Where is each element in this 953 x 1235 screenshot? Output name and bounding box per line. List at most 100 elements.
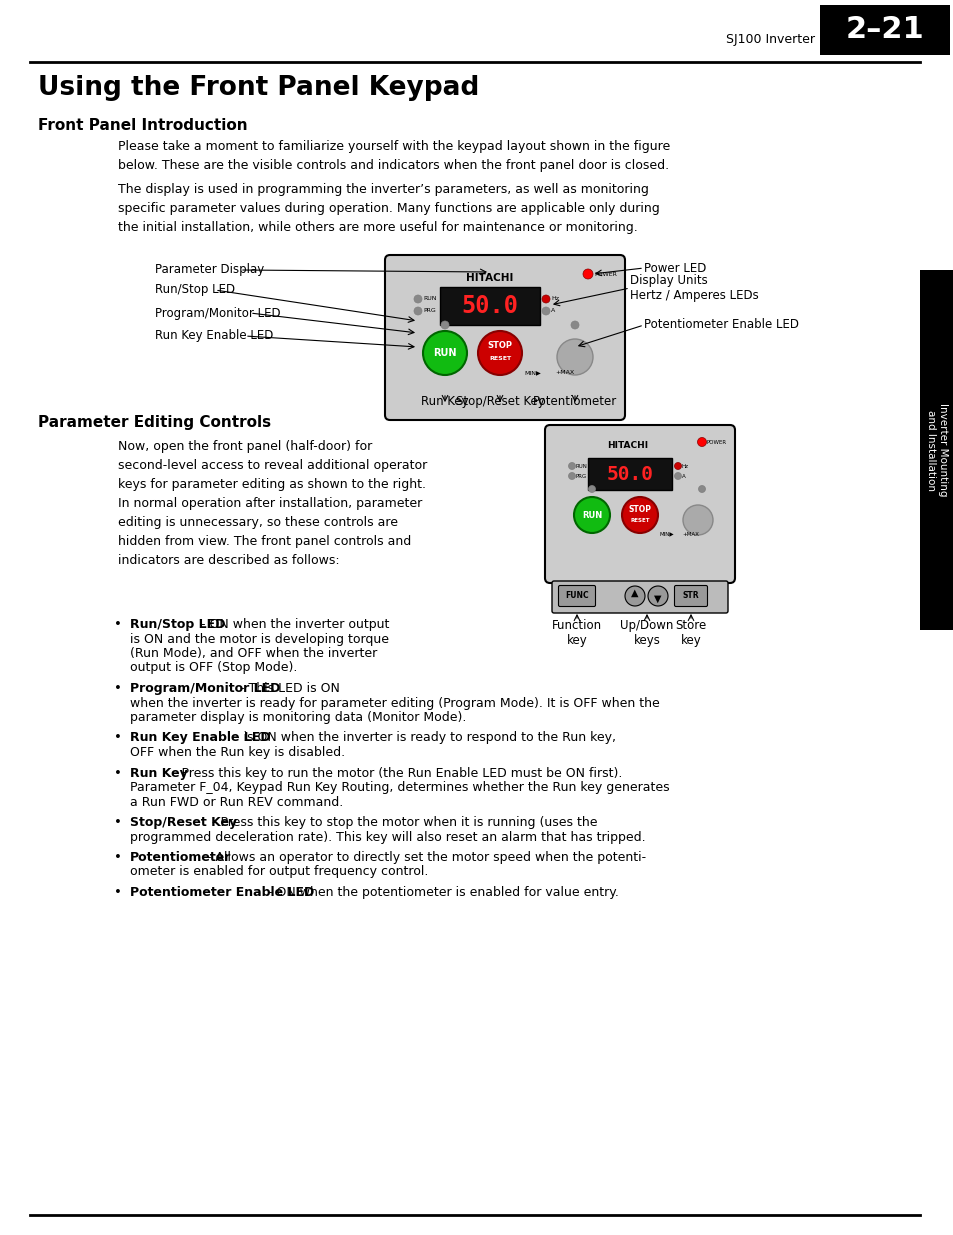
Text: 2–21: 2–21 — [844, 16, 923, 44]
Text: RUN: RUN — [581, 510, 601, 520]
Text: Stop/Reset Key: Stop/Reset Key — [456, 395, 544, 408]
Text: •: • — [114, 885, 122, 899]
Text: Potentiometer: Potentiometer — [130, 851, 232, 864]
Circle shape — [477, 331, 521, 375]
Bar — [919, 270, 953, 630]
Text: RESET: RESET — [630, 517, 649, 522]
Circle shape — [440, 321, 449, 329]
Text: Store
key: Store key — [675, 619, 706, 647]
Text: Run Key: Run Key — [130, 767, 188, 779]
Text: programmed deceleration rate). This key will also reset an alarm that has trippe: programmed deceleration rate). This key … — [130, 830, 645, 844]
Text: HITACHI: HITACHI — [607, 441, 648, 451]
Text: is ON and the motor is developing torque: is ON and the motor is developing torque — [130, 632, 389, 646]
Text: POWER: POWER — [594, 272, 617, 277]
Text: Now, open the front panel (half-door) for
second-level access to reveal addition: Now, open the front panel (half-door) fo… — [118, 440, 427, 567]
Text: Run/Stop LED: Run/Stop LED — [130, 618, 225, 631]
Text: STOP: STOP — [487, 342, 512, 351]
Text: Program/Monitor LED: Program/Monitor LED — [154, 306, 280, 320]
Circle shape — [568, 473, 575, 479]
Circle shape — [571, 321, 578, 329]
Text: Run Key Enable LED: Run Key Enable LED — [130, 731, 271, 745]
Text: a Run FWD or Run REV command.: a Run FWD or Run REV command. — [130, 795, 343, 809]
Bar — [439, 287, 539, 325]
Text: A: A — [551, 309, 555, 314]
Text: Power LED: Power LED — [643, 262, 705, 274]
Text: parameter display is monitoring data (Monitor Mode).: parameter display is monitoring data (Mo… — [130, 711, 466, 724]
FancyBboxPatch shape — [385, 254, 624, 420]
Circle shape — [647, 585, 667, 606]
Circle shape — [414, 308, 421, 315]
Text: Hz: Hz — [551, 296, 558, 301]
Text: •: • — [114, 851, 122, 864]
Text: 50.0: 50.0 — [461, 294, 518, 317]
Text: •: • — [114, 767, 122, 779]
Circle shape — [422, 331, 467, 375]
FancyBboxPatch shape — [544, 425, 734, 583]
Text: RUN: RUN — [422, 296, 436, 301]
Text: Stop/Reset Key: Stop/Reset Key — [130, 816, 237, 829]
Circle shape — [541, 308, 550, 315]
Text: Front Panel Introduction: Front Panel Introduction — [38, 119, 248, 133]
Text: - Allows an operator to directly set the motor speed when the potenti-: - Allows an operator to directly set the… — [203, 851, 645, 864]
Text: Run Key: Run Key — [420, 395, 468, 408]
Text: - ON when the potentiometer is enabled for value entry.: - ON when the potentiometer is enabled f… — [264, 885, 618, 899]
Circle shape — [557, 338, 593, 375]
FancyBboxPatch shape — [674, 585, 707, 606]
Text: Hz: Hz — [681, 463, 688, 468]
Text: PRG: PRG — [576, 473, 587, 478]
Text: when the inverter is ready for parameter editing (Program Mode). It is OFF when : when the inverter is ready for parameter… — [130, 697, 659, 709]
Text: ▼: ▼ — [654, 594, 661, 604]
Circle shape — [674, 473, 680, 479]
Text: - ON when the inverter output: - ON when the inverter output — [197, 618, 389, 631]
Text: Program/Monitor LED: Program/Monitor LED — [130, 682, 280, 695]
Circle shape — [621, 496, 658, 534]
Text: +MAX: +MAX — [555, 370, 574, 375]
Text: Please take a moment to familiarize yourself with the keypad layout shown in the: Please take a moment to familiarize your… — [118, 140, 670, 172]
Text: STR: STR — [682, 592, 699, 600]
Text: POWER: POWER — [706, 440, 726, 445]
Text: 50.0: 50.0 — [606, 464, 653, 483]
Text: - This LED is ON: - This LED is ON — [236, 682, 340, 695]
Text: HITACHI: HITACHI — [466, 273, 513, 283]
Text: Inverter Mounting
and Installation: Inverter Mounting and Installation — [925, 404, 947, 496]
Text: ometer is enabled for output frequency control.: ometer is enabled for output frequency c… — [130, 866, 428, 878]
FancyBboxPatch shape — [558, 585, 595, 606]
Text: RUN: RUN — [576, 463, 587, 468]
Circle shape — [697, 437, 706, 447]
Text: Using the Front Panel Keypad: Using the Front Panel Keypad — [38, 75, 478, 101]
Text: STOP: STOP — [628, 505, 651, 514]
Text: The display is used in programming the inverter’s parameters, as well as monitor: The display is used in programming the i… — [118, 183, 659, 233]
Text: Potentiometer Enable LED: Potentiometer Enable LED — [130, 885, 314, 899]
Text: - Press this key to run the motor (the Run Enable LED must be ON first).: - Press this key to run the motor (the R… — [169, 767, 622, 779]
Text: PRG: PRG — [422, 309, 436, 314]
Text: RESET: RESET — [489, 356, 511, 361]
Text: - Press this key to stop the motor when it is running (uses the: - Press this key to stop the motor when … — [208, 816, 598, 829]
Bar — [587, 458, 671, 490]
Text: •: • — [114, 682, 122, 695]
Text: MIN▶: MIN▶ — [659, 531, 674, 536]
Text: Parameter Editing Controls: Parameter Editing Controls — [38, 415, 271, 430]
Bar — [820, 5, 949, 56]
Circle shape — [624, 585, 644, 606]
Text: •: • — [114, 618, 122, 631]
Text: output is OFF (Stop Mode).: output is OFF (Stop Mode). — [130, 662, 297, 674]
Circle shape — [414, 295, 421, 303]
Circle shape — [568, 462, 575, 469]
Text: •: • — [114, 731, 122, 745]
Text: Potentiometer Enable LED: Potentiometer Enable LED — [643, 319, 799, 331]
Circle shape — [541, 295, 550, 303]
Text: Function
key: Function key — [552, 619, 601, 647]
Text: MIN▶: MIN▶ — [523, 370, 540, 375]
Circle shape — [698, 485, 705, 493]
Text: FUNC: FUNC — [564, 592, 588, 600]
Text: •: • — [114, 816, 122, 829]
Text: (Run Mode), and OFF when the inverter: (Run Mode), and OFF when the inverter — [130, 647, 376, 659]
Text: Up/Down
keys: Up/Down keys — [619, 619, 673, 647]
Text: Parameter Display: Parameter Display — [154, 263, 264, 277]
Circle shape — [588, 485, 595, 493]
Circle shape — [674, 462, 680, 469]
Text: SJ100 Inverter: SJ100 Inverter — [725, 33, 814, 47]
Text: Display Units
Hertz / Amperes LEDs: Display Units Hertz / Amperes LEDs — [629, 274, 758, 303]
Circle shape — [574, 496, 609, 534]
Text: Potentiometer: Potentiometer — [533, 395, 617, 408]
